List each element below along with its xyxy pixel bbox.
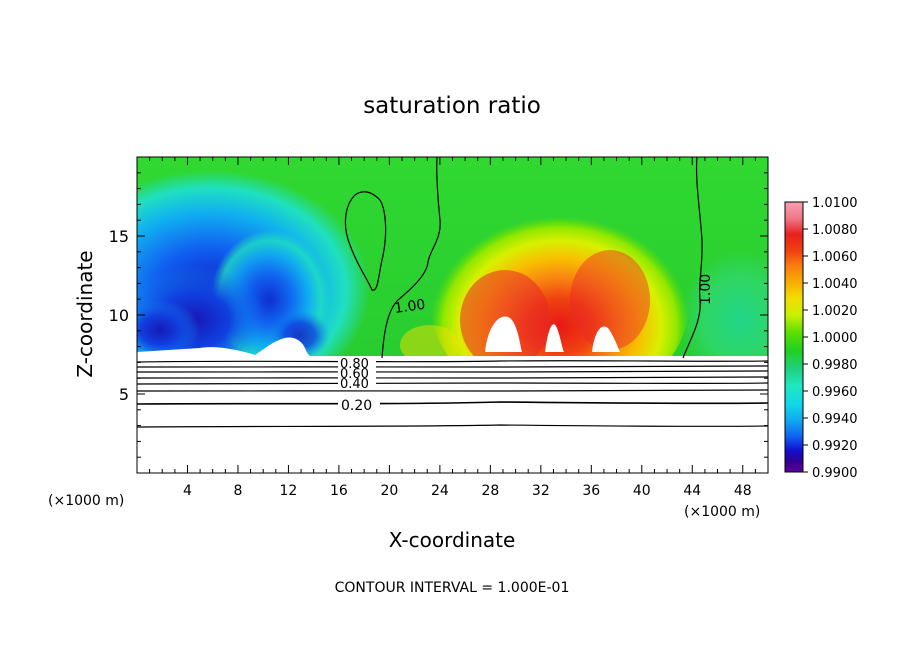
x-axis-label: X-coordinate bbox=[389, 528, 516, 552]
contour-label-6: 0.20 bbox=[341, 398, 372, 414]
colorbar-label: 1.0080 bbox=[812, 223, 858, 238]
colorbar-label: 1.0100 bbox=[812, 196, 858, 211]
x-tick-label: 40 bbox=[633, 483, 651, 499]
z-unit-label: (×1000 m) bbox=[48, 493, 124, 509]
x-unit-label: (×1000 m) bbox=[684, 504, 760, 520]
x-tick-label: 36 bbox=[582, 483, 600, 499]
y-tick-label: 5 bbox=[119, 385, 129, 404]
x-tick-label: 24 bbox=[431, 483, 449, 499]
y-axis: 5 10 15 bbox=[109, 172, 768, 458]
chart-title: saturation ratio bbox=[363, 93, 541, 119]
x-tick-label: 12 bbox=[280, 483, 298, 499]
x-tick-label: 16 bbox=[330, 483, 348, 499]
colorbar-gradient bbox=[784, 201, 804, 473]
colorbar-label: 0.9960 bbox=[812, 385, 858, 400]
x-tick-label: 28 bbox=[481, 483, 499, 499]
colorbar-label: 0.9900 bbox=[812, 466, 858, 481]
colorbar-label: 0.9920 bbox=[812, 439, 858, 454]
y-tick-label: 10 bbox=[109, 306, 129, 325]
x-tick-label: 32 bbox=[532, 483, 550, 499]
colorbar-label: 1.0060 bbox=[812, 250, 858, 265]
contour-label-2: 1.00 bbox=[698, 274, 714, 305]
colorbar-label: 0.9980 bbox=[812, 358, 858, 373]
y-axis-label: Z-coordinate bbox=[73, 250, 97, 377]
contour-lines bbox=[137, 157, 768, 428]
x-axis: 4 8 12 16 20 24 28 32 36 40 44 48 bbox=[149, 157, 756, 499]
x-tick-label: 20 bbox=[380, 483, 398, 499]
x-tick-label: 48 bbox=[734, 483, 752, 499]
x-tick-label: 4 bbox=[183, 483, 192, 499]
colorbar-label: 1.0000 bbox=[812, 331, 858, 346]
colorbar: 1.0100 1.0080 1.0060 1.0040 1.0020 1.0000 0.99… bbox=[784, 196, 858, 481]
colorbar-label: 1.0020 bbox=[812, 304, 858, 319]
contour-label-1: 1.00 bbox=[393, 297, 426, 317]
x-tick-label: 8 bbox=[233, 483, 242, 499]
contour-interval-note: CONTOUR INTERVAL = 1.000E-01 bbox=[335, 580, 570, 596]
colorbar-label: 1.0040 bbox=[812, 277, 858, 292]
contour-label-5: 0.40 bbox=[340, 377, 369, 392]
plot-area bbox=[137, 157, 768, 473]
y-tick-label: 15 bbox=[109, 227, 129, 246]
x-tick-label: 44 bbox=[683, 483, 701, 499]
colorbar-label: 0.9940 bbox=[812, 412, 858, 427]
